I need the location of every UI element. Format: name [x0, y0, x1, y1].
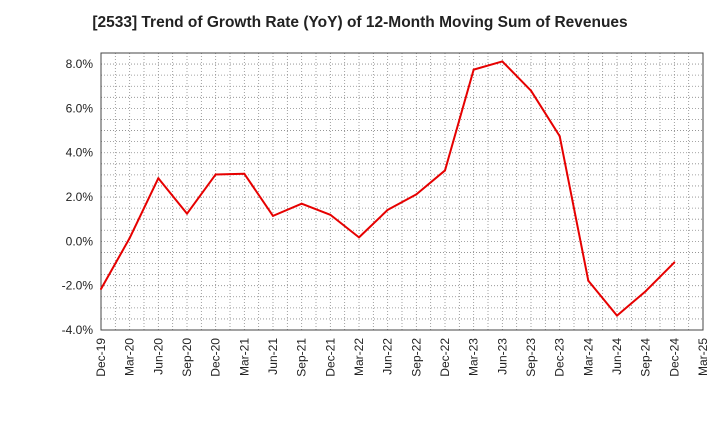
chart-title: [2533] Trend of Growth Rate (YoY) of 12-… — [92, 14, 628, 31]
x-tick-label: Mar-24 — [581, 338, 595, 376]
x-axis-ticks: Dec-19 Mar-20 Jun-20 Sep-20 Dec-20 Mar-21 Jun-… — [94, 338, 710, 377]
y-tick-label: 2.0% — [66, 190, 94, 204]
data-point — [644, 290, 647, 293]
data-point — [186, 212, 188, 215]
data-point — [300, 202, 303, 205]
data-point — [415, 193, 418, 196]
data-point — [673, 261, 676, 264]
data-point — [243, 172, 246, 175]
x-tick-label: Sep-20 — [180, 338, 194, 377]
data-point — [128, 237, 131, 240]
y-tick-label: 0.0% — [66, 234, 94, 248]
y-tick-label: 4.0% — [66, 146, 94, 160]
x-tick-label: Jun-23 — [495, 338, 509, 375]
data-point — [100, 288, 102, 291]
x-tick-label: Dec-23 — [553, 338, 567, 377]
x-tick-label: Dec-19 — [94, 338, 108, 377]
x-tick-label: Mar-25 — [696, 338, 710, 376]
data-point — [501, 60, 504, 63]
data-point — [530, 89, 532, 92]
data-point — [587, 279, 590, 282]
x-tick-label: Mar-20 — [123, 338, 137, 376]
series-layer — [100, 60, 676, 317]
data-point — [444, 169, 446, 172]
data-point — [616, 314, 618, 317]
x-tick-label: Jun-20 — [151, 338, 165, 375]
x-tick-label: Sep-22 — [409, 338, 423, 377]
y-tick-label: 8.0% — [66, 57, 94, 71]
data-point — [386, 208, 389, 211]
data-point — [358, 236, 360, 239]
x-tick-label: Dec-22 — [438, 338, 452, 377]
x-tick-label: Mar-21 — [237, 338, 251, 376]
y-tick-label: -2.0% — [62, 279, 94, 293]
grid-lines — [101, 53, 703, 330]
x-tick-label: Dec-20 — [209, 338, 223, 377]
y-tick-label: -4.0% — [62, 323, 94, 337]
data-point — [329, 213, 332, 216]
x-tick-label: Sep-21 — [295, 338, 309, 377]
data-point — [272, 214, 274, 217]
y-axis-ticks: -4.0% -2.0% 0.0% 2.0% 4.0% 6.0% 8.0% — [62, 57, 94, 337]
data-point — [558, 135, 561, 138]
x-tick-label: Jun-22 — [381, 338, 395, 375]
x-tick-label: Mar-22 — [352, 338, 366, 376]
data-point — [214, 173, 217, 176]
data-point — [472, 68, 475, 71]
x-tick-label: Mar-23 — [467, 338, 481, 376]
plot-area-frame — [100, 52, 704, 331]
x-tick-label: Jun-21 — [266, 338, 280, 375]
y-tick-label: 6.0% — [66, 101, 94, 115]
x-tick-label: Sep-24 — [639, 338, 653, 377]
x-tick-label: Jun-24 — [610, 338, 624, 375]
x-tick-label: Dec-21 — [323, 338, 337, 377]
x-tick-label: Dec-24 — [667, 338, 681, 377]
data-point — [157, 177, 160, 180]
x-tick-label: Sep-23 — [524, 338, 538, 377]
